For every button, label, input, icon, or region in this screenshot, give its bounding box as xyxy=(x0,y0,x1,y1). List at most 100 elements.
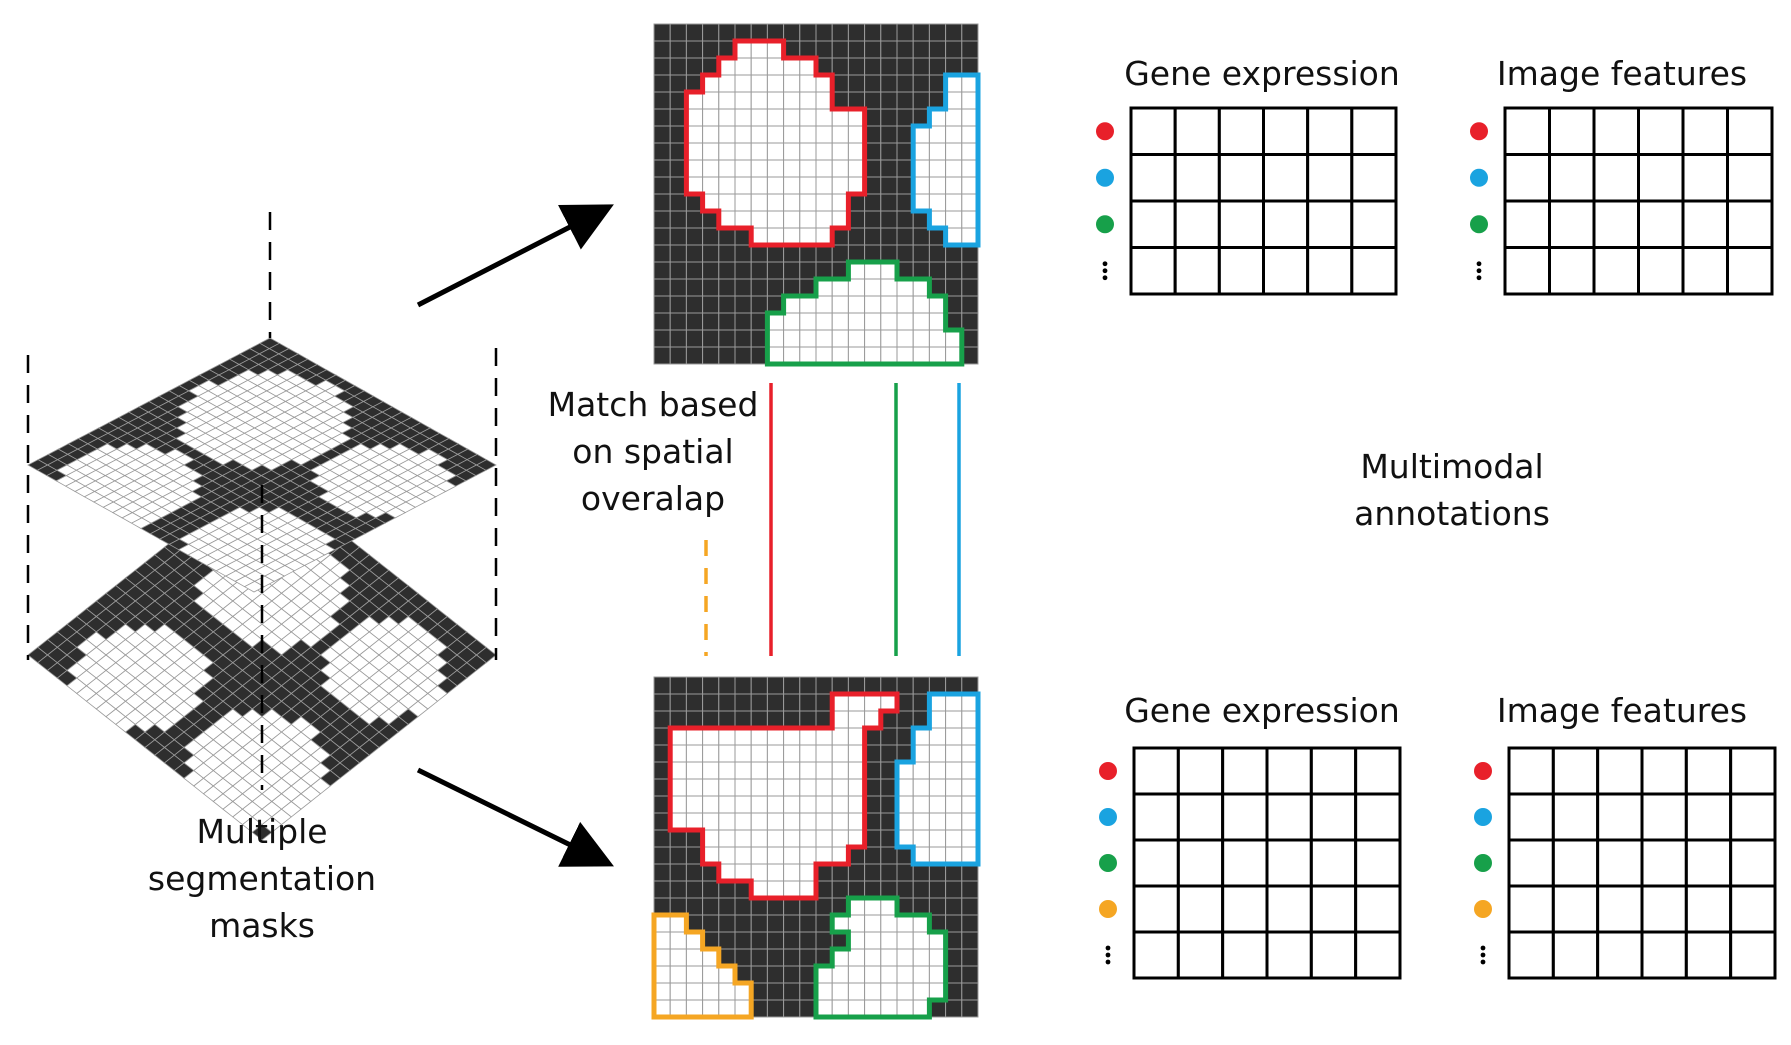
top-image-features-title: Image features xyxy=(1497,54,1747,93)
table-cell xyxy=(1217,153,1266,203)
mask-cell xyxy=(847,346,866,365)
mask-cell xyxy=(653,57,671,76)
mask-cell xyxy=(896,227,914,246)
orange-dot-marker xyxy=(1099,900,1117,918)
mask-cell xyxy=(702,176,720,195)
blue-cell-outline xyxy=(910,72,981,248)
ellipsis-icon xyxy=(1476,275,1482,281)
mask-cell xyxy=(750,142,768,161)
mask-cell xyxy=(734,710,752,729)
bottom-image-features-table xyxy=(1474,746,1777,980)
mask-cell xyxy=(945,846,963,865)
mask-cell xyxy=(685,982,704,1001)
blue-dot-marker xyxy=(1096,168,1114,187)
mask-cell xyxy=(945,863,963,882)
table-cell xyxy=(1596,930,1644,980)
mask-cell xyxy=(864,261,882,280)
mask-cell xyxy=(750,74,768,93)
table-cell xyxy=(1507,792,1555,842)
mask-cell xyxy=(783,710,801,729)
mask-cell xyxy=(896,295,914,314)
mask-cell xyxy=(815,23,833,42)
mask-cell xyxy=(912,829,930,848)
mask-cell xyxy=(750,210,768,229)
mask-cell xyxy=(783,829,801,848)
mask-cell xyxy=(912,982,930,1001)
mask-cell xyxy=(945,40,963,59)
mask-cell xyxy=(766,23,785,42)
table-cell xyxy=(1684,792,1733,842)
mask-cell xyxy=(766,210,785,229)
mask-cell xyxy=(685,312,704,331)
mask-cell xyxy=(799,142,817,161)
mask-cell xyxy=(734,795,752,814)
table-cell xyxy=(1129,106,1177,156)
table-cell xyxy=(1726,199,1774,249)
table-cell xyxy=(1309,792,1358,842)
mask-cell xyxy=(685,244,704,263)
table-cell xyxy=(1640,838,1688,888)
mask-cell xyxy=(864,999,882,1018)
mask-cell xyxy=(718,761,736,780)
bottom-image-features-title: Image features xyxy=(1497,691,1747,730)
mask-cell xyxy=(766,744,785,763)
mask-cell xyxy=(734,346,752,365)
mask-cell xyxy=(928,727,947,746)
stacked-masks-illustration xyxy=(27,337,497,841)
mask-cell xyxy=(864,880,882,899)
mask-cell xyxy=(961,244,979,263)
mask-cell xyxy=(766,812,785,831)
mask-cell xyxy=(928,795,947,814)
mask-cell xyxy=(669,261,687,280)
mask-cell xyxy=(912,91,930,110)
mask-cell xyxy=(799,125,817,144)
mask-cell xyxy=(880,142,898,161)
mask-cell xyxy=(783,57,801,76)
mask-cell xyxy=(864,948,882,967)
mask-cell xyxy=(669,346,687,365)
table-cell xyxy=(1681,106,1729,156)
blue-dot-marker xyxy=(1099,808,1117,826)
mask-cell xyxy=(783,812,801,831)
mask-cell xyxy=(702,244,720,263)
mask-cell xyxy=(783,210,801,229)
mask-cell xyxy=(766,108,785,127)
table-cell xyxy=(1681,153,1729,203)
mask-cell xyxy=(734,778,752,797)
mask-cell xyxy=(718,778,736,797)
mask-cell xyxy=(669,57,687,76)
mask-cell xyxy=(896,863,914,882)
mask-cell xyxy=(880,23,898,42)
mask-cell xyxy=(783,261,801,280)
table-cell xyxy=(1262,246,1310,296)
mask-cell xyxy=(928,676,947,695)
mask-cell xyxy=(847,880,866,899)
top-gene-expression-table xyxy=(1096,106,1398,296)
mask-cell xyxy=(718,329,736,348)
table-cell xyxy=(1265,792,1313,842)
mask-cell xyxy=(718,193,736,212)
mask-cells xyxy=(653,23,979,365)
mask-cell xyxy=(912,863,930,882)
mask-cell xyxy=(718,227,736,246)
mask-cell xyxy=(653,23,671,42)
mask-cell xyxy=(734,693,752,712)
mask-cell xyxy=(718,142,736,161)
mask-cell xyxy=(783,23,801,42)
mask-cell xyxy=(815,829,833,848)
mask-cell xyxy=(815,761,833,780)
masks-label-line1: Multiple xyxy=(196,812,327,851)
mask-cell xyxy=(718,108,736,127)
mask-cell xyxy=(880,278,898,297)
table-cell xyxy=(1221,884,1269,934)
mask-cell xyxy=(783,863,801,882)
mask-cell xyxy=(961,261,979,280)
mask-cell xyxy=(880,125,898,144)
mask-cell xyxy=(766,278,785,297)
table-cell xyxy=(1354,884,1402,934)
mask-cell xyxy=(864,91,882,110)
mask-cell xyxy=(864,40,882,59)
mask-cell xyxy=(880,329,898,348)
mask-cell xyxy=(799,244,817,263)
